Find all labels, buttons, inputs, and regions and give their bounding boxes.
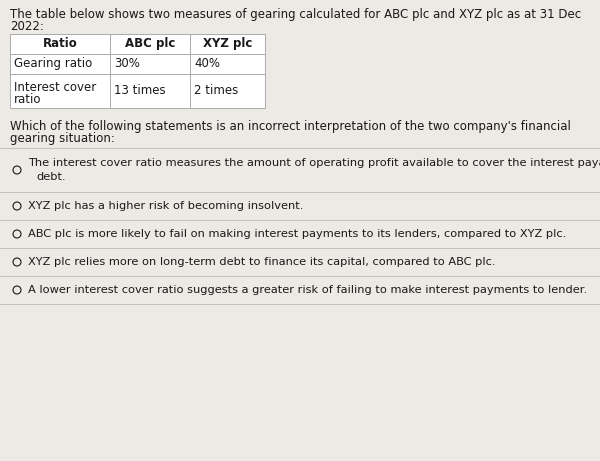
Text: A lower interest cover ratio suggests a greater risk of failing to make interest: A lower interest cover ratio suggests a … xyxy=(28,285,587,295)
Text: gearing situation:: gearing situation: xyxy=(10,132,115,145)
Text: ratio: ratio xyxy=(14,93,41,106)
Bar xyxy=(10,34,265,108)
Text: Interest cover: Interest cover xyxy=(14,81,96,94)
Text: The interest cover ratio measures the amount of operating profit available to co: The interest cover ratio measures the am… xyxy=(28,159,600,169)
Text: debt.: debt. xyxy=(36,171,65,182)
Text: 40%: 40% xyxy=(194,58,220,71)
Text: 13 times: 13 times xyxy=(114,84,166,97)
Text: Ratio: Ratio xyxy=(43,37,77,51)
Text: ABC plc: ABC plc xyxy=(125,37,175,51)
Text: XYZ plc: XYZ plc xyxy=(203,37,252,51)
Text: 2022:: 2022: xyxy=(10,20,44,33)
Text: XYZ plc relies more on long-term debt to finance its capital, compared to ABC pl: XYZ plc relies more on long-term debt to… xyxy=(28,257,496,267)
Text: XYZ plc has a higher risk of becoming insolvent.: XYZ plc has a higher risk of becoming in… xyxy=(28,201,304,211)
Text: 2 times: 2 times xyxy=(194,84,238,97)
Text: Which of the following statements is an incorrect interpretation of the two comp: Which of the following statements is an … xyxy=(10,120,571,133)
Text: ABC plc is more likely to fail on making interest payments to its lenders, compa: ABC plc is more likely to fail on making… xyxy=(28,229,566,239)
Text: The table below shows two measures of gearing calculated for ABC plc and XYZ plc: The table below shows two measures of ge… xyxy=(10,8,581,21)
Text: 30%: 30% xyxy=(114,58,140,71)
Text: Gearing ratio: Gearing ratio xyxy=(14,58,92,71)
